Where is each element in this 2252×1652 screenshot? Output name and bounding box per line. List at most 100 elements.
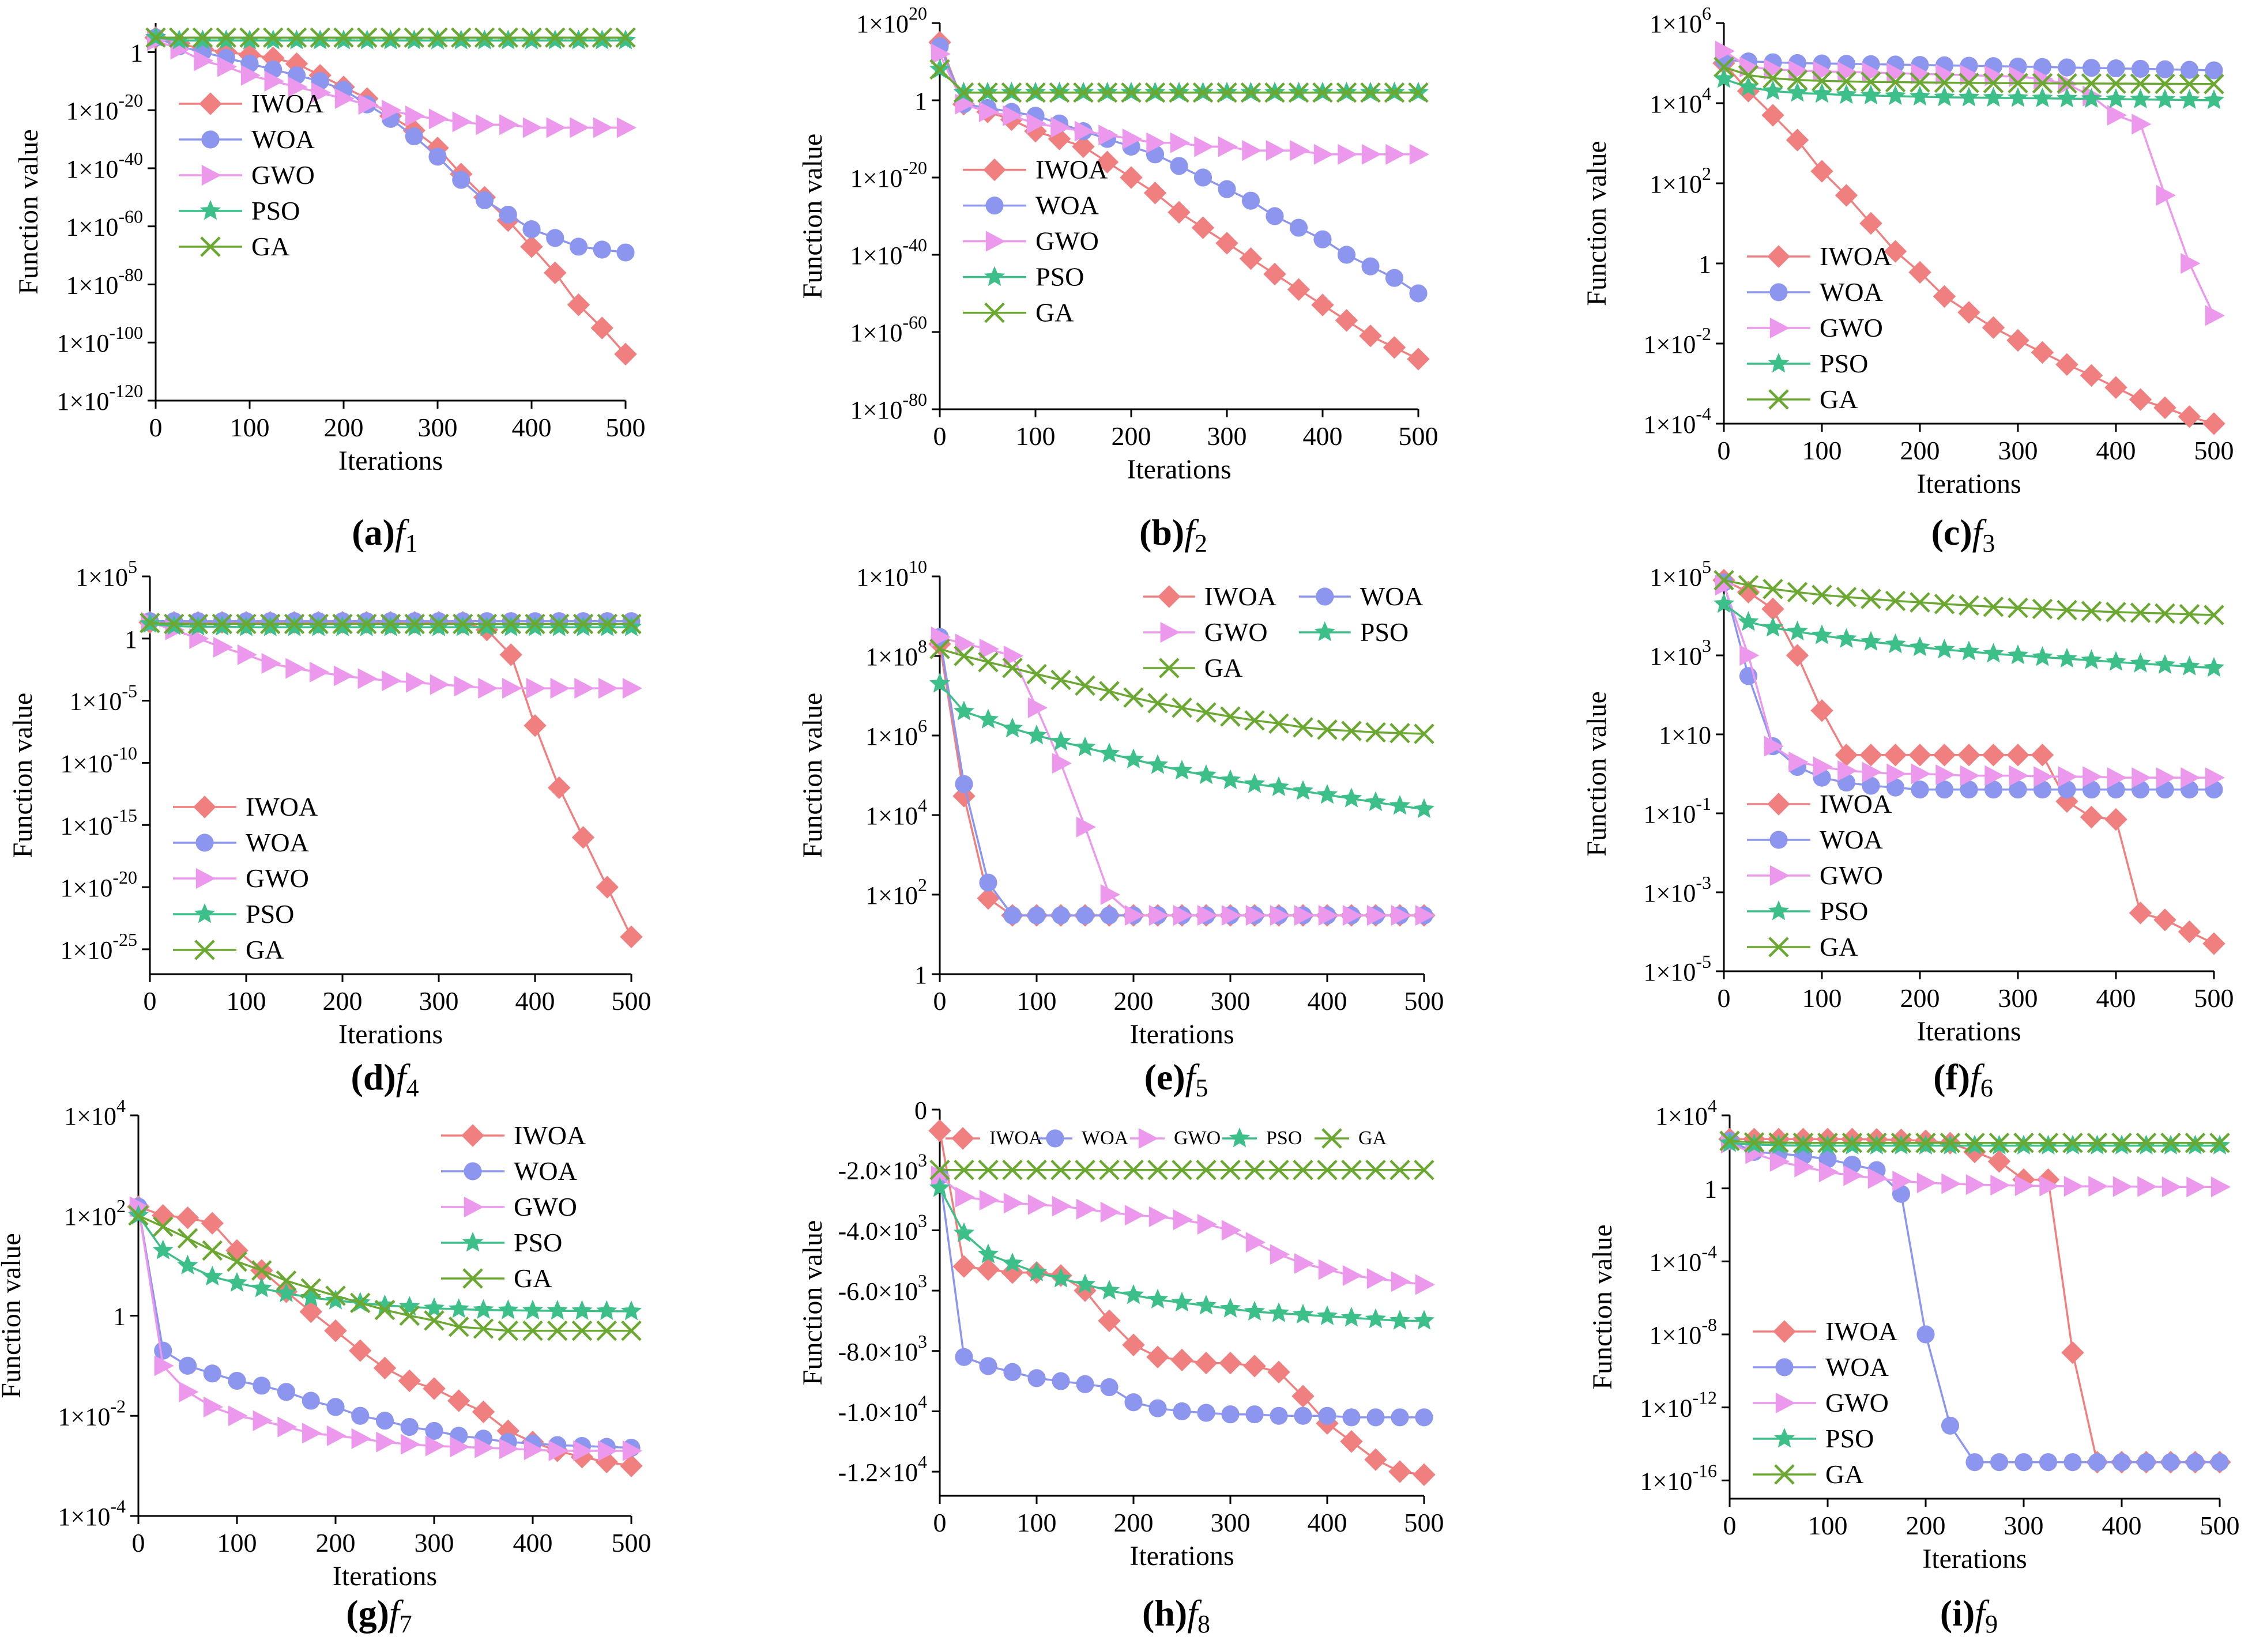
x-tick-label: 500 — [1399, 421, 1438, 451]
marker-pso — [2179, 655, 2200, 676]
marker-woa — [1289, 218, 1308, 237]
marker-iwoa — [2080, 364, 2103, 387]
marker-ga — [953, 82, 974, 103]
marker-iwoa — [423, 1377, 446, 1400]
marker-pso — [1195, 1295, 1217, 1315]
marker-gwo — [1775, 1392, 1795, 1414]
legend-item-gwo: GWO — [1130, 1127, 1221, 1149]
marker-gwo — [1843, 1165, 1863, 1186]
marker-pso — [1762, 617, 1784, 637]
y-tick-base: 1×10 — [64, 1202, 116, 1231]
marker-gwo — [2181, 767, 2201, 789]
marker-iwoa — [349, 1339, 372, 1362]
marker-iwoa — [1810, 160, 1833, 183]
marker-iwoa — [2006, 329, 2029, 352]
x-tick-label: 400 — [2102, 1511, 2142, 1540]
marker-woa — [228, 1371, 246, 1390]
marker-ga — [462, 1268, 483, 1289]
y-tick-exponent: -4 — [110, 1496, 126, 1517]
marker-iwoa — [614, 342, 637, 366]
marker-ga — [929, 59, 950, 80]
marker-iwoa — [1120, 166, 1143, 189]
y-tick-label: 1 — [125, 625, 137, 654]
x-tick-label: 400 — [515, 986, 555, 1016]
legend-label: IWOA — [989, 1127, 1043, 1149]
panel-caption: (d)f4 — [351, 1057, 419, 1102]
y-tick-base: 1×10 — [57, 329, 110, 357]
x-tick-label: 100 — [1017, 986, 1057, 1016]
marker-ga — [2038, 1133, 2059, 1153]
y-tick-label: 1×10-2 — [58, 1395, 126, 1431]
y-tick-label: 1×10-10 — [61, 742, 137, 778]
marker-pso — [1219, 1298, 1241, 1318]
x-axis-label: Iterations — [338, 1019, 443, 1050]
marker-ga — [984, 302, 1005, 323]
marker-pso — [620, 1300, 642, 1321]
marker-woa — [1052, 906, 1070, 925]
x-tick-label: 200 — [324, 413, 364, 442]
marker-pso — [2203, 657, 2225, 677]
marker-gwo — [474, 1437, 495, 1458]
marker-gwo — [1242, 140, 1262, 161]
y-tick-base: 1×10 — [1650, 90, 1702, 118]
y-tick-exponent: -40 — [902, 235, 927, 255]
marker-woa — [1886, 778, 1905, 797]
marker-ga — [525, 613, 545, 635]
x-tick-label: 500 — [606, 413, 646, 442]
marker-ga — [1768, 937, 1789, 957]
marker-woa — [464, 1162, 482, 1180]
marker-gwo — [931, 43, 951, 65]
marker-gwo — [1342, 905, 1362, 926]
marker-woa — [1197, 1404, 1215, 1422]
legend-item-gwo: GWO — [963, 227, 1099, 256]
marker-ga — [521, 27, 542, 48]
marker-ga — [1172, 1159, 1192, 1180]
marker-gwo — [570, 117, 590, 138]
y-tick-base: 1×10 — [856, 10, 909, 38]
marker-ga — [1738, 575, 1759, 595]
marker-gwo — [1911, 763, 1931, 784]
legend-label: IWOA — [1825, 1317, 1897, 1346]
marker-ga — [310, 27, 330, 48]
marker-iwoa — [567, 293, 590, 316]
marker-ga — [596, 1320, 617, 1341]
marker-ga — [547, 1320, 568, 1341]
marker-ga — [1217, 82, 1237, 103]
marker-pso — [524, 616, 546, 636]
marker-gwo — [351, 1428, 371, 1449]
marker-pso — [1314, 621, 1335, 642]
marker-pso — [202, 1265, 223, 1286]
legend-item-woa: WOA — [173, 828, 309, 857]
panel-letter: (b) — [1139, 512, 1184, 553]
marker-ga — [1026, 1159, 1047, 1180]
marker-ga — [1220, 706, 1241, 727]
marker-woa — [195, 833, 214, 852]
marker-ga — [1099, 681, 1120, 701]
y-tick-base: 1×10 — [1655, 1102, 1708, 1130]
marker-gwo — [357, 668, 378, 689]
marker-woa — [2088, 1453, 2107, 1472]
x-tick-label: 200 — [1900, 436, 1940, 465]
marker-pso — [1050, 730, 1072, 751]
marker-gwo — [598, 1440, 618, 1462]
marker-pso — [423, 1297, 445, 1318]
marker-iwoa — [201, 1212, 224, 1235]
marker-ga — [1073, 82, 1094, 103]
marker-iwoa — [1143, 182, 1167, 205]
marker-ga — [1414, 723, 1434, 744]
marker-ga — [2062, 1133, 2083, 1153]
y-tick-base: 1 — [1704, 1175, 1717, 1204]
legend-label: IWOA — [1820, 789, 1892, 819]
marker-pso — [1340, 787, 1362, 808]
marker-ga — [473, 1318, 494, 1339]
panel-letter: (e) — [1144, 1057, 1185, 1097]
legend: IWOA WOA GWO PSO GA — [179, 89, 323, 261]
function-subscript: 3 — [1982, 529, 1995, 557]
marker-woa — [1124, 1393, 1143, 1412]
legend-label: GA — [1820, 932, 1858, 961]
marker-iwoa — [2153, 396, 2176, 420]
marker-ga — [153, 1216, 174, 1237]
marker-gwo — [1245, 905, 1266, 926]
marker-ga — [332, 613, 353, 635]
legend-label: GA — [1825, 1459, 1863, 1489]
